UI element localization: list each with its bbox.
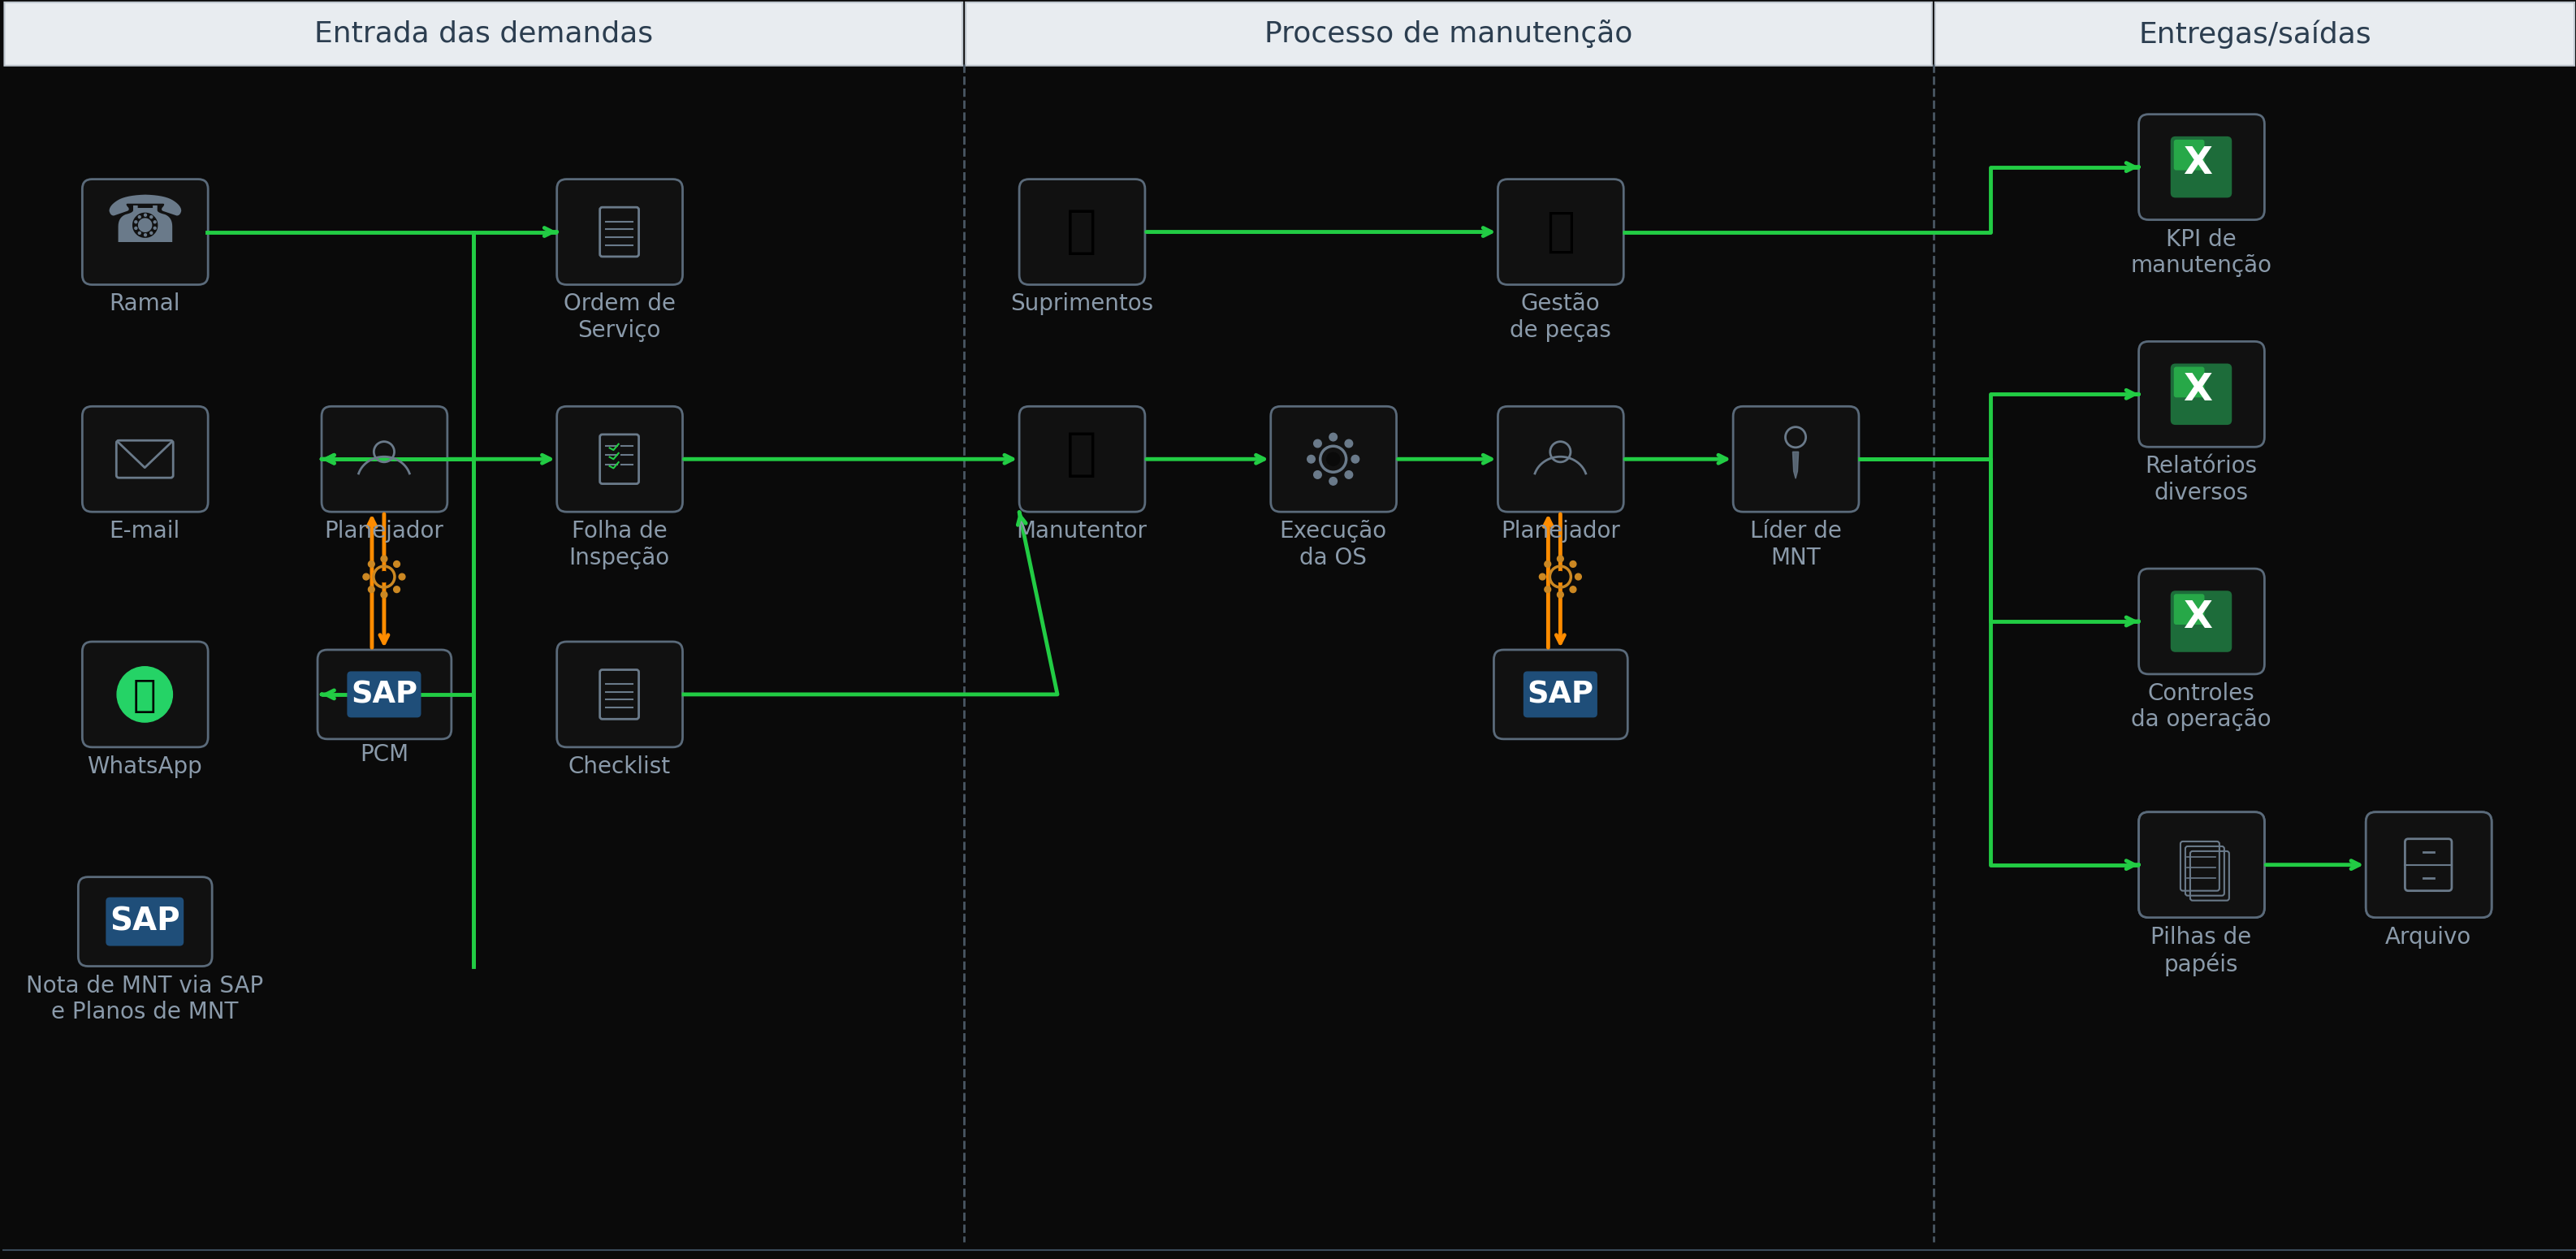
Circle shape (1345, 471, 1352, 478)
Text: Planejador: Planejador (1502, 520, 1620, 543)
Circle shape (394, 562, 399, 568)
Circle shape (381, 555, 386, 562)
FancyBboxPatch shape (2138, 569, 2264, 674)
FancyBboxPatch shape (2172, 136, 2231, 198)
Circle shape (1569, 587, 1577, 593)
FancyBboxPatch shape (317, 650, 451, 739)
Circle shape (1546, 587, 1551, 593)
FancyBboxPatch shape (2172, 364, 2231, 424)
FancyBboxPatch shape (348, 671, 420, 718)
Text: Entregas/saídas: Entregas/saídas (2138, 20, 2370, 48)
Circle shape (1314, 471, 1321, 478)
FancyBboxPatch shape (2365, 812, 2491, 918)
Text: WhatsApp: WhatsApp (88, 755, 204, 778)
Text: Ordem de
Serviço: Ordem de Serviço (564, 293, 675, 342)
Circle shape (1306, 456, 1314, 463)
Circle shape (379, 572, 389, 582)
FancyBboxPatch shape (966, 3, 1932, 65)
FancyBboxPatch shape (1734, 407, 1860, 512)
Text: Ramal: Ramal (108, 293, 180, 316)
FancyBboxPatch shape (1020, 407, 1144, 512)
Text: Nota de MNT via SAP
e Planos de MNT: Nota de MNT via SAP e Planos de MNT (26, 974, 263, 1024)
Circle shape (1345, 439, 1352, 447)
FancyBboxPatch shape (2172, 590, 2231, 652)
Circle shape (1329, 477, 1337, 485)
Text: Execução
da OS: Execução da OS (1280, 520, 1386, 569)
FancyBboxPatch shape (1270, 407, 1396, 512)
Circle shape (1546, 562, 1551, 568)
Circle shape (1574, 574, 1582, 580)
FancyBboxPatch shape (1522, 671, 1597, 718)
Text: Líder de
MNT: Líder de MNT (1749, 520, 1842, 569)
FancyBboxPatch shape (2138, 115, 2264, 220)
Text: X: X (2182, 373, 2213, 409)
FancyBboxPatch shape (556, 179, 683, 285)
Circle shape (1556, 555, 1564, 562)
FancyBboxPatch shape (1494, 650, 1628, 739)
FancyBboxPatch shape (1020, 179, 1144, 285)
FancyBboxPatch shape (1935, 3, 2573, 65)
FancyBboxPatch shape (2138, 812, 2264, 918)
Text: Entrada das demandas: Entrada das demandas (314, 20, 652, 48)
Text: Relatórios
diversos: Relatórios diversos (2146, 454, 2257, 504)
Text: 📦: 📦 (1066, 208, 1097, 257)
FancyBboxPatch shape (2365, 812, 2491, 918)
Text: X: X (2182, 599, 2213, 636)
Text: ☎: ☎ (103, 193, 185, 256)
Text: Suprimentos: Suprimentos (1010, 293, 1154, 316)
FancyBboxPatch shape (2138, 341, 2264, 447)
Text: Pilhas de
papéis: Pilhas de papéis (2151, 925, 2251, 976)
FancyBboxPatch shape (556, 407, 683, 512)
Text: ⛑: ⛑ (1066, 431, 1097, 480)
Text: PCM: PCM (361, 743, 410, 765)
Text: SAP: SAP (1528, 680, 1595, 709)
FancyBboxPatch shape (82, 179, 209, 285)
Circle shape (394, 587, 399, 593)
FancyBboxPatch shape (1497, 179, 1623, 285)
Circle shape (116, 667, 173, 723)
FancyBboxPatch shape (2174, 140, 2205, 170)
FancyBboxPatch shape (5, 3, 963, 65)
Circle shape (1352, 456, 1360, 463)
Text: SAP: SAP (111, 906, 180, 937)
FancyBboxPatch shape (82, 642, 209, 747)
Polygon shape (1793, 452, 1798, 478)
FancyBboxPatch shape (1497, 407, 1623, 512)
Text: Processo de manutenção: Processo de manutenção (1265, 20, 1633, 48)
Text: Controles
da operação: Controles da operação (2130, 682, 2272, 731)
Text: Checklist: Checklist (569, 755, 670, 778)
FancyBboxPatch shape (2174, 594, 2205, 624)
Text: 💬: 💬 (134, 679, 157, 715)
Circle shape (363, 574, 368, 580)
Text: Arquivo: Arquivo (2385, 925, 2470, 948)
FancyBboxPatch shape (556, 642, 683, 747)
Circle shape (399, 574, 404, 580)
Circle shape (1540, 574, 1546, 580)
Circle shape (1327, 453, 1340, 466)
Circle shape (1556, 572, 1566, 582)
Circle shape (1556, 592, 1564, 598)
FancyBboxPatch shape (82, 407, 209, 512)
Circle shape (381, 592, 386, 598)
Circle shape (1569, 562, 1577, 568)
Circle shape (368, 587, 374, 593)
FancyBboxPatch shape (106, 898, 183, 946)
FancyBboxPatch shape (77, 878, 211, 966)
Text: SAP: SAP (350, 680, 417, 709)
Text: Planejador: Planejador (325, 520, 443, 543)
Circle shape (1329, 433, 1337, 441)
FancyBboxPatch shape (322, 407, 448, 512)
Text: X: X (2182, 145, 2213, 181)
Text: Folha de
Inspeção: Folha de Inspeção (569, 520, 670, 569)
FancyBboxPatch shape (2138, 812, 2264, 918)
Text: KPI de
manutenção: KPI de manutenção (2130, 228, 2272, 277)
Text: Manutentor: Manutentor (1018, 520, 1146, 543)
Circle shape (1314, 439, 1321, 447)
Text: 🔧: 🔧 (1546, 209, 1574, 256)
Text: E-mail: E-mail (108, 520, 180, 543)
Circle shape (368, 562, 374, 568)
FancyBboxPatch shape (2174, 366, 2205, 398)
Text: Gestão
de peças: Gestão de peças (1510, 293, 1610, 342)
